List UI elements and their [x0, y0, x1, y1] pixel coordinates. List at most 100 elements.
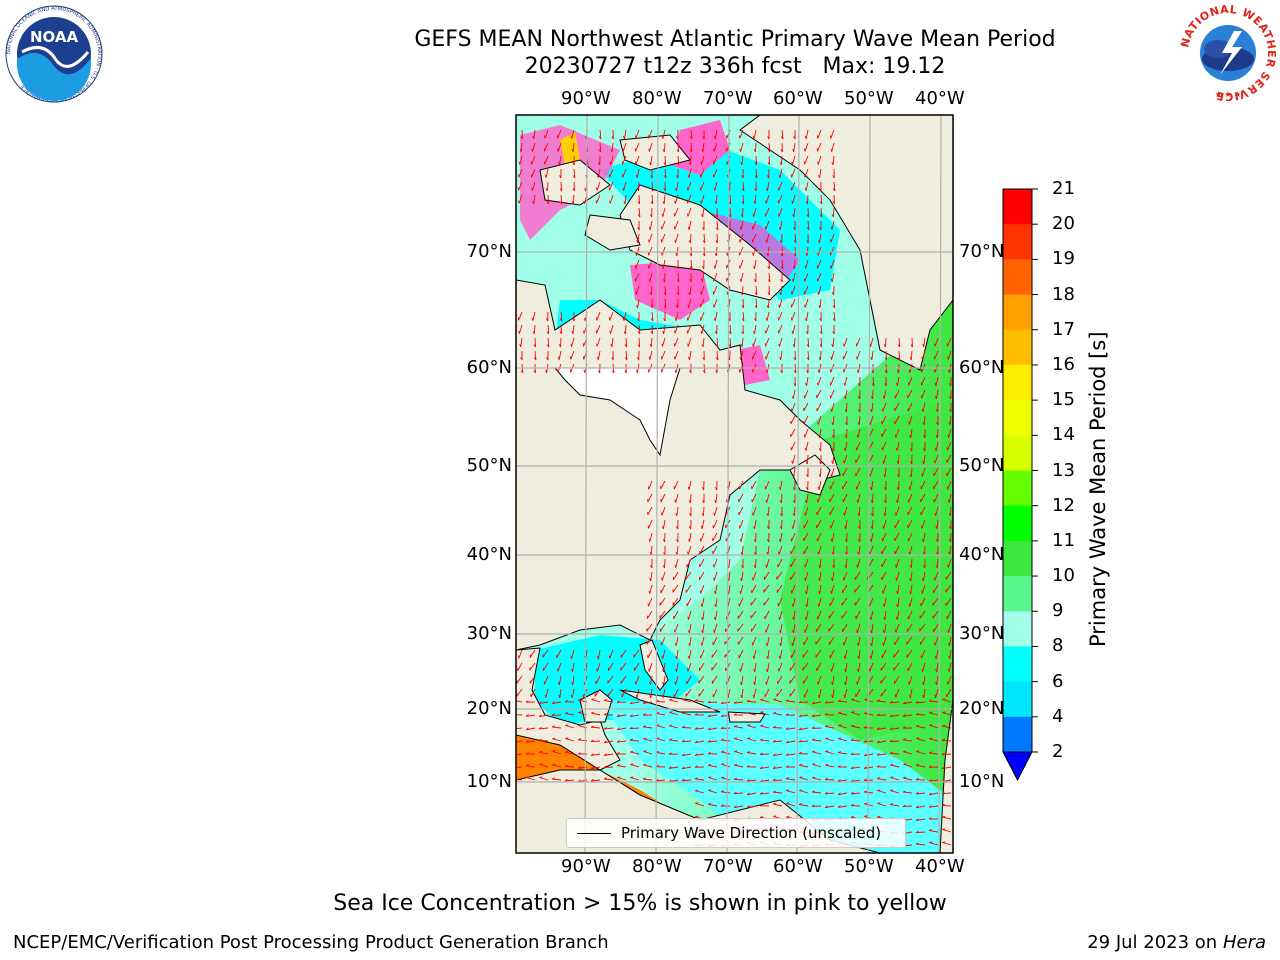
wave-arrow-head [811, 738, 815, 741]
wave-arrow [701, 272, 705, 282]
wave-arrow [713, 168, 718, 178]
lon-label: 90°W [561, 856, 611, 877]
wave-arrow [929, 779, 939, 782]
wave-arrow-head [552, 737, 556, 740]
wave-arrow [816, 519, 822, 529]
wave-arrow [708, 714, 718, 718]
wave-arrow [946, 610, 952, 620]
wave-arrow-head [863, 712, 868, 714]
wave-arrow [919, 623, 926, 632]
wave-arrow [882, 584, 887, 594]
wave-arrow-head [674, 564, 677, 568]
wave-arrow-head [779, 162, 782, 166]
wave-arrow-head [824, 701, 828, 704]
wave-arrow [673, 688, 679, 698]
wave-arrow-head [676, 266, 679, 270]
wave-arrow-head [832, 331, 835, 335]
wave-arrow [727, 597, 731, 607]
wave-arrow-head [702, 266, 705, 270]
wave-arrow [650, 545, 653, 556]
wave-arrow [903, 701, 913, 705]
wave-arrow-head [603, 740, 607, 744]
wave-arrow-head [623, 201, 626, 205]
wave-arrow [895, 428, 900, 438]
wave-arrow-head [876, 777, 881, 779]
wave-arrow [856, 675, 861, 685]
wave-arrow [799, 803, 809, 807]
wave-arrow-head [923, 448, 926, 452]
wave-arrow-head [830, 278, 833, 282]
wave-arrow [869, 467, 874, 477]
wave-arrow [819, 571, 822, 581]
wave-arrow [753, 649, 757, 659]
wave-arrow-head [830, 538, 833, 542]
lat-label: 30°N [466, 623, 512, 644]
wave-arrow [935, 688, 939, 698]
wave-arrow-head [843, 512, 845, 516]
wave-arrow [896, 376, 900, 386]
wave-arrow [838, 712, 848, 716]
wave-arrow [711, 675, 718, 684]
wave-arrow [755, 168, 758, 179]
colorbar-segment [1003, 224, 1032, 260]
wave-arrow-head [675, 668, 678, 673]
wave-arrow-head [896, 603, 899, 608]
wave-arrow-head [915, 818, 919, 821]
wave-arrow [617, 714, 627, 717]
wave-arrow [838, 752, 848, 755]
wave-arrow [792, 636, 796, 646]
wave-arrow [819, 584, 822, 594]
noaa-logo-graphic: NATIONAL OCEANIC AND ATMOSPHERIC ADMINIS… [5, 5, 103, 103]
wave-arrow [877, 802, 887, 807]
wave-arrow-head [740, 681, 742, 686]
wave-arrow-head [942, 841, 946, 843]
wave-arrow [790, 428, 796, 438]
wave-arrow-head [688, 240, 691, 244]
wave-arrow [689, 493, 692, 504]
wave-arrow [664, 558, 666, 569]
wave-arrow [778, 662, 783, 672]
wave-arrow [634, 662, 640, 672]
wave-arrow [882, 402, 887, 412]
wave-arrow-head [910, 461, 913, 465]
wave-arrow [907, 389, 913, 399]
wave-arrow-head [572, 175, 576, 179]
wave-arrow [720, 739, 731, 742]
wave-arrow [909, 688, 913, 698]
wave-arrow [747, 805, 757, 808]
wave-arrow [825, 750, 835, 755]
wave-arrow-head [543, 161, 546, 165]
wave-arrow [802, 662, 809, 671]
wave-arrow [791, 285, 796, 295]
wave-arrow [662, 649, 666, 659]
wave-arrow-head [533, 344, 536, 348]
wave-arrow [673, 480, 679, 490]
wave-arrow [818, 285, 822, 295]
wave-arrow [936, 428, 939, 439]
colorbar-tick-label: 4 [1052, 705, 1064, 727]
wave-arrow-head [830, 473, 832, 477]
wave-arrow [713, 272, 718, 282]
wave-arrow [754, 675, 757, 685]
wave-arrow-head [767, 266, 770, 270]
wave-arrow [633, 649, 640, 658]
wave-arrow [734, 701, 744, 704]
wave-arrow-head [844, 525, 847, 530]
wave-arrow [766, 181, 770, 191]
wave-arrow [850, 753, 861, 756]
wave-arrow [765, 194, 770, 204]
wave-arrow-head [648, 538, 651, 542]
wave-arrow-head [676, 539, 679, 543]
wave-arrow-head [869, 538, 872, 542]
wave-arrow [856, 337, 861, 347]
wave-arrow [682, 753, 692, 757]
wave-arrow [607, 688, 614, 697]
wave-arrow [638, 207, 641, 218]
wave-arrow-head [947, 629, 949, 633]
wave-arrow-head [895, 512, 897, 516]
arctic-island-2 [584, 214, 641, 251]
wave-arrow [894, 675, 900, 685]
wave-arrow [831, 272, 835, 282]
wave-arrow [838, 779, 848, 782]
wave-arrow [661, 233, 666, 243]
